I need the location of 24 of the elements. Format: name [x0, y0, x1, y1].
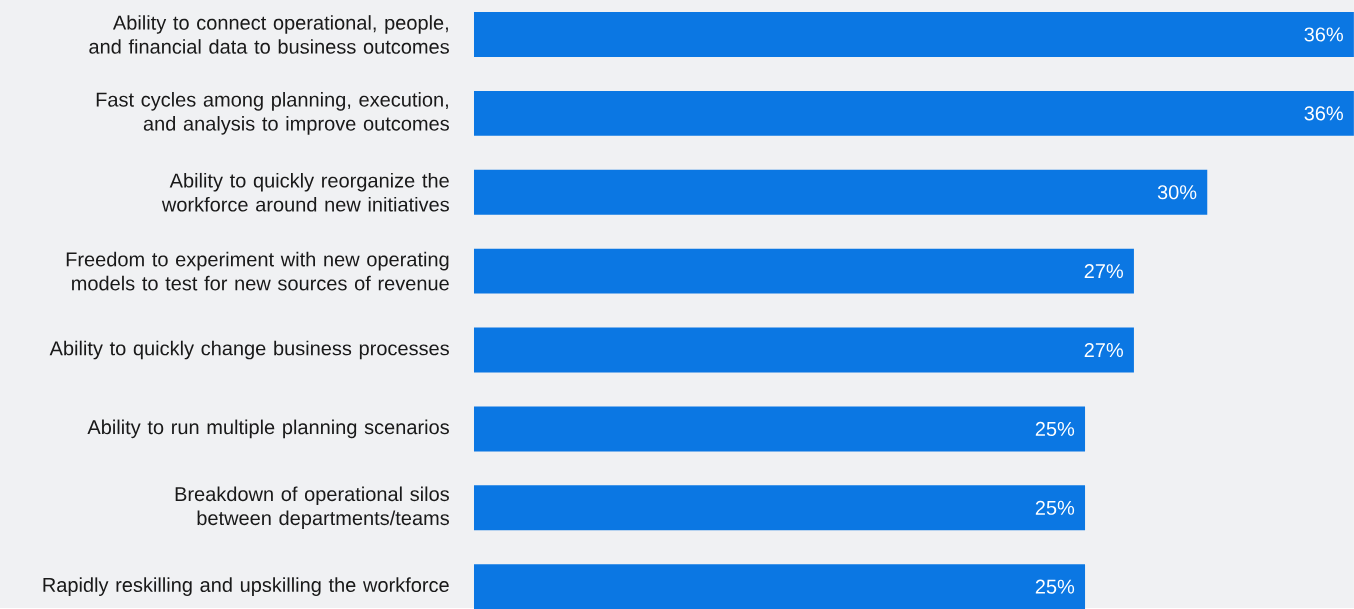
y-tick-label: Ability to quickly change business processes	[49, 340, 449, 360]
data-label: 36%	[1304, 106, 1343, 121]
data-label: 30%	[1157, 185, 1197, 200]
y-tick-label: Ability to quickly reorganize the workforce around new initiatives	[161, 172, 449, 212]
bar	[473, 169, 1208, 215]
data-label: 36%	[1304, 27, 1343, 42]
y-tick-label: Ability to run multiple planning scenarios	[87, 419, 449, 439]
bar	[473, 248, 1134, 294]
bar	[473, 90, 1354, 136]
bar	[473, 564, 1086, 609]
y-tick-label: Ability to connect operational, people, and financial data to business outcomes	[89, 15, 449, 54]
data-label: 25%	[1035, 421, 1075, 436]
data-label: 27%	[1084, 264, 1123, 279]
data-label: 27%	[1084, 342, 1123, 357]
y-tick-label: Breakdown of operational silos between departments/teams	[175, 486, 449, 530]
bar	[473, 406, 1086, 452]
bar	[473, 485, 1086, 531]
y-tick-label: Rapidly reskilling and upskilling the workforce	[43, 577, 449, 596]
y-tick-label: Fast cycles among planning, execution, and analysis to improve outcomes	[96, 91, 449, 135]
bar	[473, 327, 1134, 373]
data-label: 25%	[1035, 579, 1075, 594]
y-tick-label: Freedom to experiment with new operating models to test for new sources of revenue	[66, 251, 449, 291]
data-label: 25%	[1035, 500, 1075, 515]
bar	[473, 11, 1354, 57]
